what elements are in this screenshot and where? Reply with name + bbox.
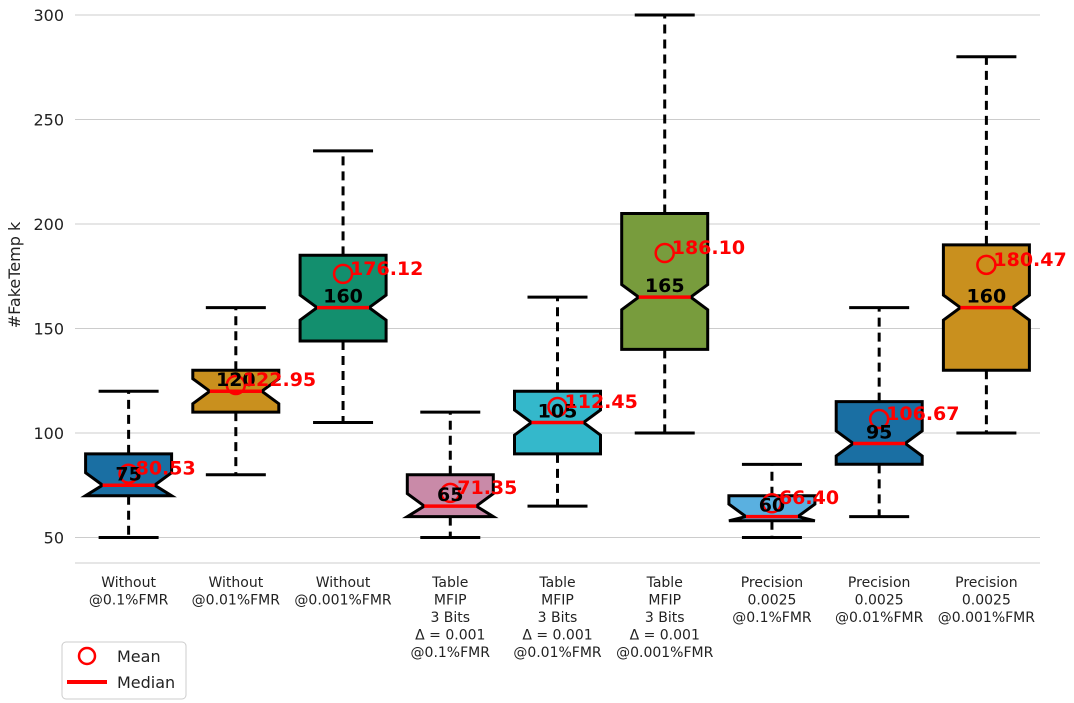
legend-median-label: Median bbox=[117, 673, 175, 692]
x-tick-label: Precision 0.0025 @0.01%FMR bbox=[835, 575, 924, 626]
y-tick-label: 300 bbox=[33, 6, 64, 25]
x-tick-label: Without @0.001%FMR bbox=[294, 575, 392, 609]
x-tick-label-line: @0.1%FMR bbox=[411, 645, 491, 661]
median-value-label: 160 bbox=[323, 286, 363, 308]
mean-marker bbox=[440, 482, 461, 504]
y-tick-label: 50 bbox=[44, 529, 64, 548]
mean-value-label: 112.45 bbox=[565, 391, 638, 413]
x-tick-label-line: 3 Bits bbox=[645, 610, 685, 626]
x-axis-ticks: Without @0.1%FMR Without @0.01%FMR Without @0… bbox=[89, 575, 1035, 661]
box-body bbox=[727, 494, 817, 523]
x-tick-label: Precision 0.0025 @0.001%FMR bbox=[938, 575, 1036, 626]
x-tick-label-line: MFIP bbox=[648, 593, 681, 609]
x-tick-label-line: 0.0025 bbox=[855, 593, 904, 609]
median-value-label: 165 bbox=[645, 275, 685, 297]
mean-value-label: 80.53 bbox=[136, 458, 196, 480]
median-value-label: 120 bbox=[216, 369, 256, 391]
x-tick-label-line: Without bbox=[101, 575, 156, 591]
mean-value-label: 106.67 bbox=[886, 403, 959, 425]
box-group: 160 180.47 bbox=[941, 55, 1067, 435]
box-body bbox=[620, 212, 710, 351]
mean-marker bbox=[547, 396, 568, 418]
x-tick-label-line: 3 Bits bbox=[430, 610, 470, 626]
x-tick-label-line: @0.1%FMR bbox=[89, 593, 169, 609]
legend-mean-label: Mean bbox=[117, 647, 161, 666]
x-tick-label: Table MFIP 3 Bits Δ = 0.001 @0.001%FMR bbox=[616, 575, 714, 661]
box-body bbox=[834, 400, 924, 466]
mean-marker bbox=[868, 408, 890, 430]
median-value-label: 95 bbox=[866, 421, 892, 443]
y-tick-label: 250 bbox=[33, 111, 64, 130]
x-tick-label-line: Without bbox=[208, 575, 263, 591]
x-tick-label-line: Δ = 0.001 bbox=[522, 628, 592, 644]
x-tick-label-line: 0.0025 bbox=[962, 593, 1011, 609]
y-axis-label: #FakeTemp k bbox=[5, 221, 24, 328]
x-tick-label-line: @0.001%FMR bbox=[616, 645, 714, 661]
x-tick-label-line: Precision bbox=[955, 575, 1017, 591]
box-group: 165 186.10 bbox=[620, 13, 745, 435]
y-axis-ticks: 50 100 150 200 250 300 bbox=[33, 6, 64, 548]
x-tick-label-line: Table bbox=[538, 575, 575, 591]
median-value-label: 65 bbox=[437, 484, 463, 506]
x-tick-label-line: @0.01%FMR bbox=[513, 645, 602, 661]
y-tick-label: 200 bbox=[33, 215, 64, 234]
x-tick-label-line: Precision bbox=[848, 575, 910, 591]
mean-value-label: 66.40 bbox=[779, 487, 839, 509]
x-tick-label-line: @0.001%FMR bbox=[294, 593, 392, 609]
x-tick-label-line: MFIP bbox=[541, 593, 574, 609]
mean-marker bbox=[225, 374, 247, 396]
x-tick-label-line: Table bbox=[646, 575, 683, 591]
x-tick-label-line: Precision bbox=[741, 575, 803, 591]
mean-marker bbox=[332, 263, 354, 285]
x-tick-label: Without @0.1%FMR bbox=[89, 575, 169, 609]
mean-value-label: 176.12 bbox=[350, 258, 423, 280]
mean-marker bbox=[118, 463, 139, 484]
x-tick-label-line: Δ = 0.001 bbox=[630, 628, 700, 644]
x-tick-label-line: 0.0025 bbox=[747, 593, 796, 609]
x-tick-label-line: @0.001%FMR bbox=[938, 610, 1036, 626]
median-value-label: 75 bbox=[115, 463, 141, 485]
x-tick-label-line: Without bbox=[316, 575, 371, 591]
x-tick-label-line: Table bbox=[431, 575, 468, 591]
mean-value-label: 71.35 bbox=[457, 477, 517, 499]
y-tick-label: 100 bbox=[33, 424, 64, 443]
box-group: 160 176.12 bbox=[298, 149, 423, 425]
x-tick-label: Table MFIP 3 Bits Δ = 0.001 @0.01%FMR bbox=[513, 575, 602, 661]
x-tick-label: Without @0.01%FMR bbox=[192, 575, 281, 609]
x-tick-label-line: @0.1%FMR bbox=[732, 610, 812, 626]
mean-value-label: 122.95 bbox=[243, 369, 316, 391]
y-tick-label: 150 bbox=[33, 320, 64, 339]
x-tick-label-line: Δ = 0.001 bbox=[415, 628, 485, 644]
legend-mean-marker bbox=[77, 646, 97, 666]
x-tick-label: Precision 0.0025 @0.1%FMR bbox=[732, 575, 812, 626]
x-tick-label-line: @0.01%FMR bbox=[192, 593, 281, 609]
mean-value-label: 180.47 bbox=[993, 249, 1066, 271]
x-tick-label-line: @0.01%FMR bbox=[835, 610, 924, 626]
median-value-label: 105 bbox=[538, 401, 578, 423]
mean-marker bbox=[976, 254, 997, 276]
mean-marker bbox=[654, 242, 675, 264]
box-body bbox=[298, 253, 388, 343]
x-tick-label-line: 3 Bits bbox=[538, 610, 578, 626]
box-series: 7580.53120122.95160176.126571.35105112.4… bbox=[80, 13, 1067, 539]
mean-marker bbox=[761, 492, 783, 514]
legend-frame bbox=[61, 641, 187, 700]
median-value-label: 160 bbox=[967, 286, 1007, 308]
median-value-label: 60 bbox=[759, 495, 785, 517]
x-tick-label-line: MFIP bbox=[434, 593, 467, 609]
x-tick-label: Table MFIP 3 Bits Δ = 0.001 @0.1%FMR bbox=[411, 575, 491, 661]
legend: Mean Median bbox=[61, 641, 187, 700]
mean-value-label: 186.10 bbox=[672, 237, 745, 259]
